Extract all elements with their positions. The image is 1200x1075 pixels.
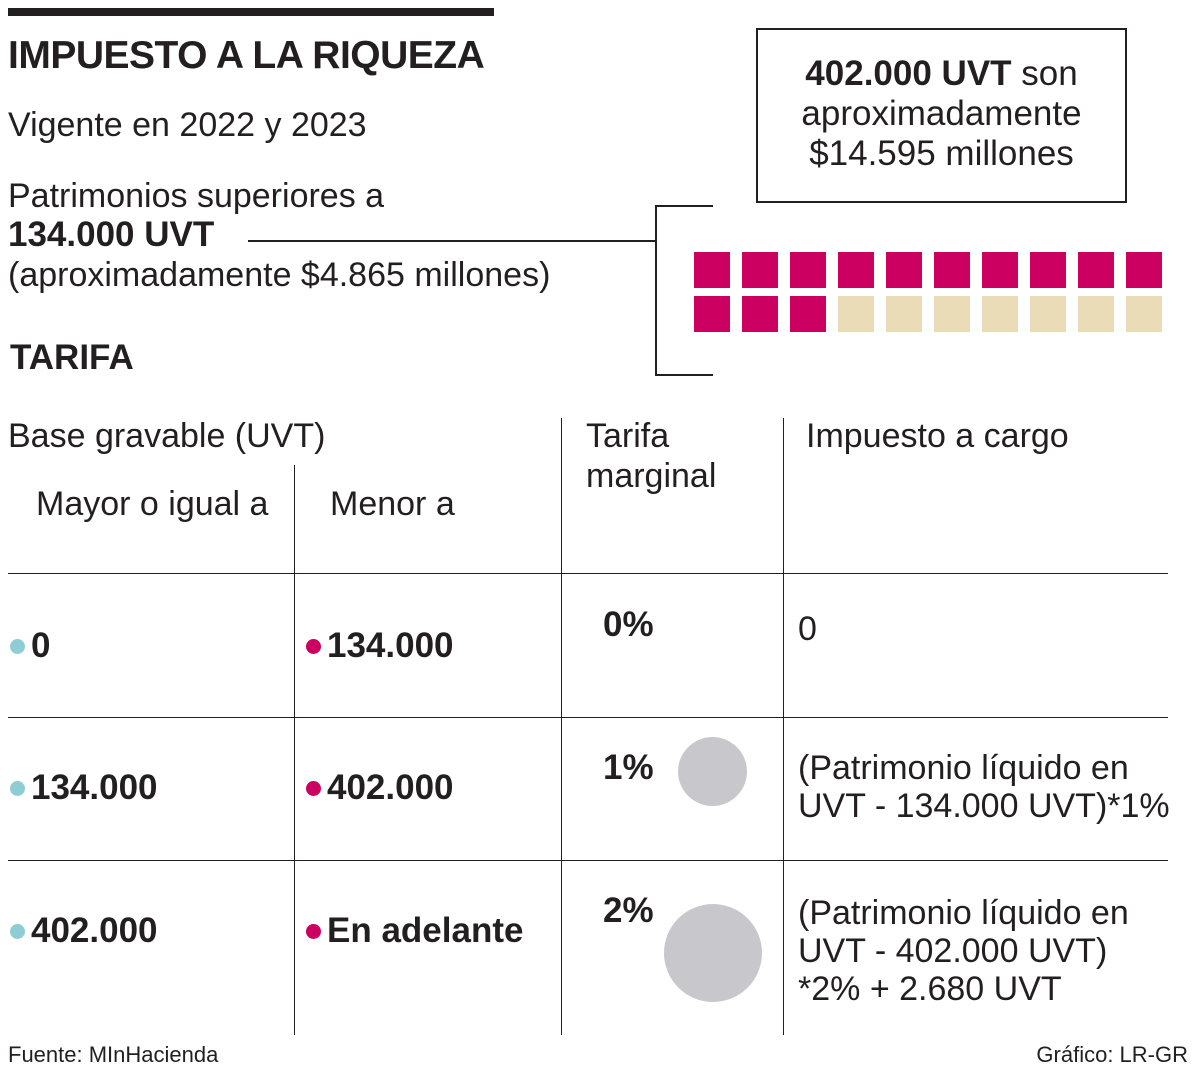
- threshold-line3: (aproximadamente $4.865 millones): [8, 256, 551, 294]
- row2-min-value: 402.000: [31, 911, 158, 950]
- waffle-square-empty: [934, 296, 970, 332]
- row2-min: 402.000: [10, 911, 158, 951]
- note-rest: son: [1011, 54, 1078, 93]
- waffle-square-empty: [1126, 296, 1162, 332]
- min-dot: [10, 780, 25, 796]
- max-dot: [306, 780, 321, 796]
- max-dot: [306, 638, 321, 654]
- waffle-chart: [694, 252, 1162, 332]
- waffle-square-filled: [838, 252, 874, 288]
- row0-tax-line0: 0: [798, 610, 817, 648]
- rate-circle-1pct: [678, 737, 747, 806]
- note-box: 402.000 UVT son aproximadamente $14.595 …: [756, 28, 1127, 203]
- row2-max: En adelante: [306, 911, 523, 951]
- waffle-square-filled: [694, 252, 730, 288]
- row-divider-1: [8, 717, 1168, 718]
- row2-tax-line1: UVT - 402.000 UVT): [798, 932, 1108, 970]
- waffle-square-empty: [982, 296, 1018, 332]
- row0-max-value: 134.000: [327, 626, 454, 665]
- row1-tax-line1: UVT - 134.000 UVT)*1%: [798, 787, 1170, 825]
- note-line3: $14.595 millones: [809, 134, 1074, 173]
- waffle-square-filled: [790, 252, 826, 288]
- row2-rate: 2%: [603, 891, 654, 930]
- row1-min-value: 134.000: [31, 768, 158, 807]
- tarifa-heading: TARIFA: [10, 338, 134, 377]
- row-divider-0: [8, 573, 1168, 574]
- col-header-rate-line1: Tarifa: [586, 417, 670, 455]
- col-header-base: Base gravable (UVT): [8, 417, 326, 455]
- col-header-rate-line2: marginal: [586, 457, 717, 495]
- col-header-min: Mayor o igual a: [36, 485, 269, 523]
- min-dot: [10, 638, 25, 654]
- row1-min: 134.000: [10, 768, 158, 808]
- row1-max-value: 402.000: [327, 768, 454, 807]
- row2-tax-line2: *2% + 2.680 UVT: [798, 970, 1062, 1008]
- rate-circle-2pct: [664, 904, 762, 1002]
- waffle-square-filled: [694, 296, 730, 332]
- credit-note: Gráfico: LR-GR: [1036, 1042, 1188, 1067]
- row0-rate: 0%: [603, 605, 654, 644]
- row2-tax-line0: (Patrimonio líquido en: [798, 894, 1129, 932]
- waffle-square-filled: [742, 296, 778, 332]
- row1-tax: (Patrimonio líquido en UVT - 134.000 UVT…: [798, 749, 1170, 825]
- waffle-square-empty: [886, 296, 922, 332]
- waffle-square-empty: [1030, 296, 1066, 332]
- page-title: IMPUESTO A LA RIQUEZA: [8, 34, 485, 77]
- col-header-tax: Impuesto a cargo: [806, 417, 1069, 455]
- row0-tax: 0: [798, 610, 817, 648]
- waffle-square-empty: [1078, 296, 1114, 332]
- note-bold: 402.000 UVT: [805, 54, 1012, 93]
- row1-tax-line0: (Patrimonio líquido en: [798, 749, 1129, 787]
- threshold-line1: Patrimonios superiores a: [8, 177, 385, 215]
- waffle-square-empty: [838, 296, 874, 332]
- row0-min-value: 0: [31, 626, 51, 665]
- col-divider-2: [561, 418, 562, 1035]
- leader-line: [248, 240, 656, 242]
- col-divider-1: [294, 465, 295, 1035]
- row2-tax: (Patrimonio líquido en UVT - 402.000 UVT…: [798, 894, 1129, 1008]
- row2-max-value: En adelante: [327, 911, 524, 950]
- waffle-square-filled: [790, 296, 826, 332]
- row0-max: 134.000: [306, 626, 454, 666]
- row1-max: 402.000: [306, 768, 454, 808]
- page-subtitle: Vigente en 2022 y 2023: [8, 106, 367, 144]
- waffle-bracket: [655, 205, 713, 376]
- waffle-square-filled: [886, 252, 922, 288]
- row1-rate: 1%: [603, 748, 654, 787]
- col-header-max: Menor a: [330, 485, 455, 523]
- note-text: 402.000 UVT son aproximadamente $14.595 …: [758, 54, 1125, 174]
- row-divider-2: [8, 860, 1168, 861]
- threshold-line2: 134.000 UVT: [8, 215, 215, 254]
- waffle-square-filled: [742, 252, 778, 288]
- note-line2: aproximadamente: [801, 94, 1082, 133]
- waffle-square-filled: [982, 252, 1018, 288]
- col-divider-3: [783, 418, 784, 1035]
- waffle-square-filled: [934, 252, 970, 288]
- waffle-square-filled: [1078, 252, 1114, 288]
- waffle-square-filled: [1126, 252, 1162, 288]
- row0-min: 0: [10, 626, 50, 666]
- max-dot: [306, 923, 321, 939]
- source-note: Fuente: MInHacienda: [8, 1042, 219, 1067]
- waffle-square-filled: [1030, 252, 1066, 288]
- min-dot: [10, 923, 25, 939]
- top-rule: [8, 8, 494, 16]
